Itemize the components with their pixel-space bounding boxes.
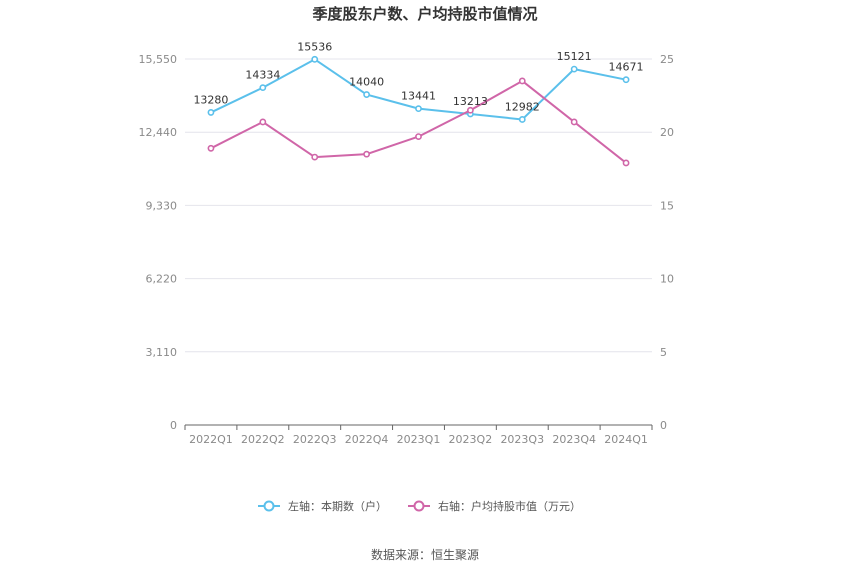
legend-marker <box>263 500 275 512</box>
x-tick-label: 2023Q4 <box>552 433 596 446</box>
right-tick-label: 20 <box>660 126 674 139</box>
x-tick-label: 2023Q1 <box>397 433 441 446</box>
data-point <box>415 133 422 140</box>
data-label: 14040 <box>349 76 384 89</box>
right-tick-label: 25 <box>660 53 674 66</box>
data-point <box>363 91 371 98</box>
chart-title: 季度股东户数、户均持股市值情况 <box>312 5 537 23</box>
series-layer <box>207 55 630 167</box>
data-point <box>415 105 422 113</box>
data-point <box>518 77 526 85</box>
data-label: 14334 <box>245 69 280 82</box>
right-tick-label: 10 <box>660 273 674 286</box>
data-point <box>311 55 319 63</box>
legend-marker <box>413 500 425 512</box>
left-tick-label: 6,220 <box>146 273 178 286</box>
x-tick-label: 2022Q2 <box>241 433 285 446</box>
data-point <box>570 118 578 126</box>
x-tick-label: 2023Q3 <box>500 433 544 446</box>
data-point <box>466 106 474 114</box>
data-point <box>259 84 267 92</box>
data-point <box>259 118 267 126</box>
x-tick-label: 2023Q2 <box>449 433 493 446</box>
right-tick-label: 0 <box>660 419 667 432</box>
grid <box>185 58 652 353</box>
data-point <box>207 144 215 152</box>
data-label: 14671 <box>609 61 644 74</box>
data-label: 13213 <box>453 95 488 108</box>
data-label: 13441 <box>401 90 436 103</box>
data-point <box>622 76 630 84</box>
data-label: 15121 <box>557 50 592 63</box>
data-label: 12982 <box>505 100 540 113</box>
x-tick-label: 2022Q3 <box>293 433 337 446</box>
right-axis: 0 5 10 15 20 25 <box>660 53 674 432</box>
x-tick-label: 2024Q1 <box>604 433 648 446</box>
x-tick-label: 2022Q1 <box>189 433 233 446</box>
right-tick-label: 5 <box>660 346 667 359</box>
left-axis: 0 3,110 6,220 9,330 12,440 15,550 <box>139 53 178 432</box>
x-tick-label: 2022Q4 <box>345 433 389 446</box>
data-labels: 13280 14334 15536 14040 13441 13213 12982 15121… <box>193 40 643 113</box>
left-tick-label: 3,110 <box>146 346 178 359</box>
legend-label: 左轴：本期数（户） <box>288 499 387 513</box>
right-tick-label: 15 <box>660 199 674 212</box>
data-label: 13280 <box>193 93 228 106</box>
legend-label: 右轴：户均持股市值（万元） <box>438 499 581 513</box>
legend: 左轴：本期数（户） 右轴：户均持股市值（万元） <box>258 499 581 513</box>
data-point <box>518 116 526 123</box>
data-point <box>207 109 215 116</box>
data-point <box>622 159 630 167</box>
left-tick-label: 9,330 <box>146 199 178 212</box>
left-tick-label: 0 <box>170 419 177 432</box>
data-point <box>363 150 371 158</box>
data-point <box>311 153 319 161</box>
data-point <box>570 65 578 73</box>
left-tick-label: 15,550 <box>139 53 178 66</box>
x-axis: 2022Q1 2022Q2 2022Q3 2022Q4 2023Q1 2023Q2 2023… <box>184 424 653 446</box>
data-label: 15536 <box>297 40 332 53</box>
left-tick-label: 12,440 <box>139 126 178 139</box>
source-note: 数据来源：恒生聚源 <box>371 547 479 562</box>
